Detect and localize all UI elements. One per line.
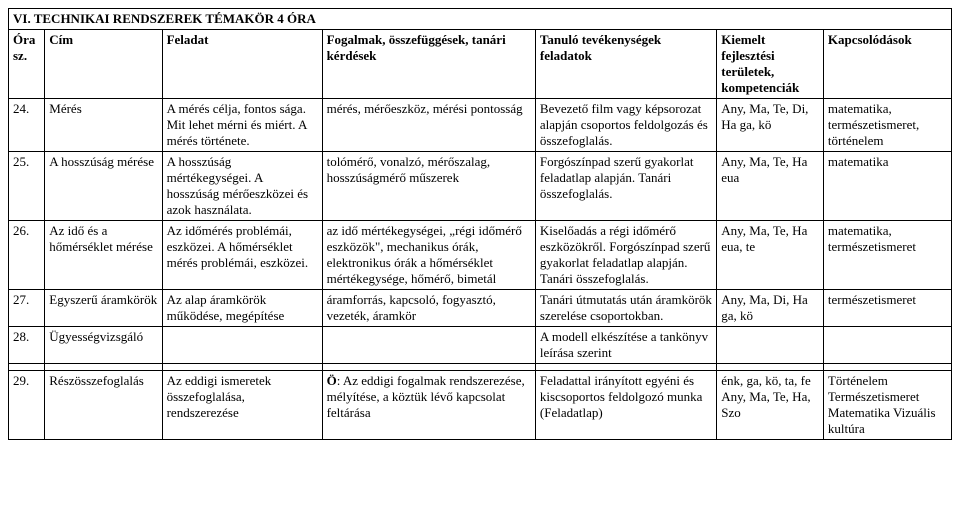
cell-ora: 29. (9, 371, 45, 440)
cell-cim: Ügyességvizsgáló (45, 327, 162, 364)
cell-feladat: Az alap áramkörök működése, megépítése (162, 290, 322, 327)
cell-kiemelt: Any, Ma, Te, Ha eua (717, 152, 824, 221)
col-header-cim: Cím (45, 30, 162, 99)
cell-tanulo: Kiselőadás a régi időmérő eszközökről. F… (535, 221, 716, 290)
title-row: VI. TECHNIKAI RENDSZEREK TÉMAKÖR 4 ÓRA (9, 9, 952, 30)
cell-kiemelt (717, 327, 824, 364)
cell-fogalmak: tolómérő, vonalzó, mérőszalag, hosszúság… (322, 152, 535, 221)
cell-cim: Mérés (45, 99, 162, 152)
table-row: 24. Mérés A mérés célja, fontos sága. Mi… (9, 99, 952, 152)
cell-kapcs: matematika (823, 152, 951, 221)
cell-feladat: Az eddigi ismeretek összefoglalása, rend… (162, 371, 322, 440)
cell-tanulo: Forgószínpad szerű gyakorlat feladatlap … (535, 152, 716, 221)
cell-fogalmak: áramforrás, kapcsoló, fogyasztó, vezeték… (322, 290, 535, 327)
cell-feladat: A mérés célja, fontos sága. Mit lehet mé… (162, 99, 322, 152)
spacer-row (9, 364, 952, 371)
cell-ora: 26. (9, 221, 45, 290)
cell-feladat: Az időmérés problémái, eszközei. A hőmér… (162, 221, 322, 290)
cell-fogalmak: az idő mértékegységei, „régi időmérő esz… (322, 221, 535, 290)
col-header-tanulo: Tanuló tevékenységek feladatok (535, 30, 716, 99)
cell-ora: 27. (9, 290, 45, 327)
cell-kiemelt: Any, Ma, Te, Ha eua, te (717, 221, 824, 290)
cell-fogalmak: Ö: Az eddigi fogalmak rendszerezése, mél… (322, 371, 535, 440)
table-row: 25. A hosszúság mérése A hosszúság mérté… (9, 152, 952, 221)
cell-tanulo: Tanári útmutatás után áramkörök szerelés… (535, 290, 716, 327)
cell-ora: 24. (9, 99, 45, 152)
cell-feladat (162, 327, 322, 364)
col-header-kiemelt: Kiemelt fejlesztési területek, kompetenc… (717, 30, 824, 99)
cell-kapcs: matematika, természetismeret (823, 221, 951, 290)
col-header-fogalmak: Fogalmak, összefüggések, tanári kérdések (322, 30, 535, 99)
cell-ora: 25. (9, 152, 45, 221)
cell-cim: Az idő és a hőmérséklet mérése (45, 221, 162, 290)
cell-kapcs: természetismeret (823, 290, 951, 327)
cell-tanulo: Feladattal irányított egyéni és kiscsopo… (535, 371, 716, 440)
col-header-ora: Óra sz. (9, 30, 45, 99)
cell-cim: A hosszúság mérése (45, 152, 162, 221)
cell-cim: Részösszefoglalás (45, 371, 162, 440)
cell-kapcs: Történelem Természetismeret Matematika V… (823, 371, 951, 440)
cell-feladat: A hosszúság mértékegységei. A hosszúság … (162, 152, 322, 221)
cell-fogalmak-text: : Az eddigi fogalmak rendszerezése, mély… (327, 373, 525, 420)
table-row: 29. Részösszefoglalás Az eddigi ismerete… (9, 371, 952, 440)
curriculum-table: VI. TECHNIKAI RENDSZEREK TÉMAKÖR 4 ÓRA Ó… (8, 8, 952, 440)
cell-ora: 28. (9, 327, 45, 364)
col-header-feladat: Feladat (162, 30, 322, 99)
table-title: VI. TECHNIKAI RENDSZEREK TÉMAKÖR 4 ÓRA (9, 9, 952, 30)
cell-cim: Egyszerű áramkörök (45, 290, 162, 327)
cell-kiemelt: Any, Ma, Di, Ha ga, kö (717, 290, 824, 327)
header-row: Óra sz. Cím Feladat Fogalmak, összefüggé… (9, 30, 952, 99)
cell-kapcs: matematika, természetismeret, történelem (823, 99, 951, 152)
table-row: 27. Egyszerű áramkörök Az alap áramkörök… (9, 290, 952, 327)
table-row: 28. Ügyességvizsgáló A modell elkészítés… (9, 327, 952, 364)
cell-tanulo: Bevezető film vagy képsorozat alapján cs… (535, 99, 716, 152)
col-header-kapcs: Kapcsolódások (823, 30, 951, 99)
cell-kapcs (823, 327, 951, 364)
table-row: 26. Az idő és a hőmérséklet mérése Az id… (9, 221, 952, 290)
cell-fogalmak: mérés, mérőeszköz, mérési pontosság (322, 99, 535, 152)
cell-fogalmak (322, 327, 535, 364)
bold-o: Ö (327, 373, 337, 388)
cell-tanulo: A modell elkészítése a tankönyv leírása … (535, 327, 716, 364)
cell-kiemelt: Any, Ma, Te, Di, Ha ga, kö (717, 99, 824, 152)
cell-kiemelt: énk, ga, kö, ta, fe Any, Ma, Te, Ha, Szo (717, 371, 824, 440)
